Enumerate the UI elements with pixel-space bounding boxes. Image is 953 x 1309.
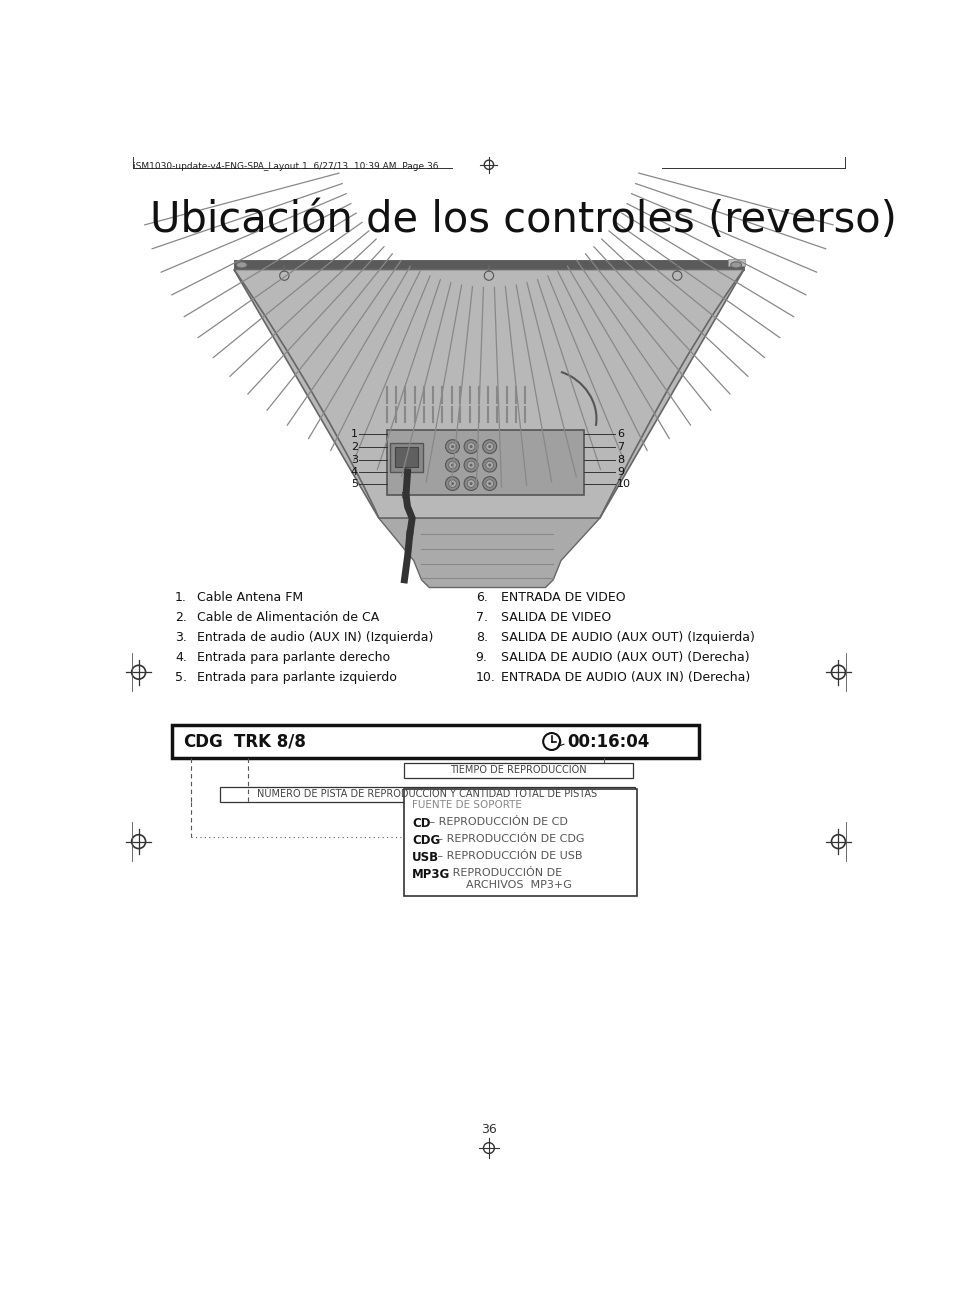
- Bar: [220, 787, 634, 801]
- Circle shape: [469, 463, 472, 466]
- Text: SALIDA DE AUDIO (AUX OUT) (Derecha): SALIDA DE AUDIO (AUX OUT) (Derecha): [500, 652, 748, 665]
- Text: 5.: 5.: [174, 672, 187, 685]
- Text: 6.: 6.: [476, 592, 487, 605]
- Circle shape: [488, 482, 491, 486]
- Text: – REPRODUCCIÓN DE USB: – REPRODUCCIÓN DE USB: [434, 851, 581, 861]
- Text: CDG: CDG: [412, 834, 440, 847]
- Text: SALIDA DE VIDEO: SALIDA DE VIDEO: [500, 611, 610, 624]
- Circle shape: [488, 445, 491, 448]
- Polygon shape: [378, 518, 599, 588]
- Text: – REPRODUCCIÓN DE CDG: – REPRODUCCIÓN DE CDG: [434, 834, 584, 844]
- Circle shape: [831, 835, 844, 848]
- Text: 1: 1: [351, 428, 357, 439]
- Text: 9: 9: [617, 467, 623, 476]
- Bar: [728, 259, 744, 266]
- Text: 00:16:04: 00:16:04: [567, 733, 649, 750]
- Text: – REPRODUCCIÓN DE: – REPRODUCCIÓN DE: [439, 868, 561, 878]
- Circle shape: [451, 463, 454, 466]
- Ellipse shape: [730, 262, 740, 268]
- Circle shape: [485, 479, 493, 487]
- Bar: [404, 763, 633, 778]
- Circle shape: [445, 476, 459, 491]
- Text: USB: USB: [412, 851, 439, 864]
- Text: Cable de Alimentación de CA: Cable de Alimentación de CA: [196, 611, 378, 624]
- Bar: [386, 429, 583, 495]
- Text: 2: 2: [351, 441, 357, 452]
- Circle shape: [451, 482, 454, 486]
- Text: Cable Antena FM: Cable Antena FM: [196, 592, 302, 605]
- Bar: [172, 725, 699, 758]
- Circle shape: [542, 733, 559, 750]
- Circle shape: [445, 458, 459, 473]
- Text: ENTRADA DE VIDEO: ENTRADA DE VIDEO: [500, 592, 624, 605]
- Bar: [404, 789, 637, 895]
- Circle shape: [469, 482, 472, 486]
- Circle shape: [132, 665, 146, 679]
- Text: FUENTE DE SOPORTE: FUENTE DE SOPORTE: [412, 800, 521, 810]
- Text: 1.: 1.: [174, 592, 187, 605]
- Text: NÚMERO DE PISTA DE REPRODUCCIÓN Y CANTIDAD TOTAL DE PISTAS: NÚMERO DE PISTA DE REPRODUCCIÓN Y CANTID…: [257, 789, 597, 800]
- Circle shape: [448, 461, 456, 469]
- Text: 7.: 7.: [476, 611, 487, 624]
- Text: 3.: 3.: [174, 631, 187, 644]
- Text: ENTRADA DE AUDIO (AUX IN) (Derecha): ENTRADA DE AUDIO (AUX IN) (Derecha): [500, 672, 749, 685]
- Text: CD: CD: [412, 817, 430, 830]
- Text: CDG: CDG: [183, 733, 222, 750]
- Bar: [395, 448, 418, 467]
- Circle shape: [485, 442, 493, 450]
- Text: MP3G: MP3G: [412, 868, 450, 881]
- Text: iSM1030-update-v4-ENG-SPA_Layout 1  6/27/13  10:39 AM  Page 36: iSM1030-update-v4-ENG-SPA_Layout 1 6/27/…: [133, 162, 438, 171]
- Text: Entrada para parlante izquierdo: Entrada para parlante izquierdo: [196, 672, 396, 685]
- Ellipse shape: [236, 262, 247, 268]
- Text: 8.: 8.: [476, 631, 487, 644]
- Text: 8: 8: [617, 454, 623, 465]
- Text: 4: 4: [351, 467, 357, 476]
- Circle shape: [448, 442, 456, 450]
- Circle shape: [483, 1143, 494, 1153]
- Text: SALIDA DE AUDIO (AUX OUT) (Izquierda): SALIDA DE AUDIO (AUX OUT) (Izquierda): [500, 631, 754, 644]
- Circle shape: [482, 458, 497, 473]
- Circle shape: [469, 445, 472, 448]
- Circle shape: [831, 665, 844, 679]
- Text: Entrada para parlante derecho: Entrada para parlante derecho: [196, 652, 390, 665]
- Circle shape: [464, 476, 477, 491]
- Text: Entrada de audio (AUX IN) (Izquierda): Entrada de audio (AUX IN) (Izquierda): [196, 631, 433, 644]
- Text: TIEMPO DE REPRODUCCIÓN: TIEMPO DE REPRODUCCIÓN: [450, 766, 586, 775]
- Polygon shape: [233, 260, 743, 270]
- Circle shape: [467, 461, 475, 469]
- Text: TRK 8/8: TRK 8/8: [233, 733, 306, 750]
- Circle shape: [451, 445, 454, 448]
- Text: 3: 3: [351, 454, 357, 465]
- Text: 36: 36: [480, 1123, 497, 1136]
- Text: Ubicación de los controles (reverso): Ubicación de los controles (reverso): [150, 199, 896, 241]
- Circle shape: [467, 442, 475, 450]
- Text: – REPRODUCCIÓN DE CD: – REPRODUCCIÓN DE CD: [426, 817, 567, 827]
- Bar: [390, 442, 422, 473]
- Text: 10: 10: [617, 479, 630, 490]
- Polygon shape: [233, 270, 743, 518]
- Text: 9.: 9.: [476, 652, 487, 665]
- Text: 6: 6: [617, 428, 623, 439]
- Text: ARCHIVOS  MP3+G: ARCHIVOS MP3+G: [466, 880, 572, 890]
- Circle shape: [132, 835, 146, 848]
- Circle shape: [445, 440, 459, 453]
- Text: 2.: 2.: [174, 611, 187, 624]
- Circle shape: [464, 458, 477, 473]
- Circle shape: [464, 440, 477, 453]
- Circle shape: [482, 476, 497, 491]
- Text: 7: 7: [617, 441, 623, 452]
- Circle shape: [485, 461, 493, 469]
- Text: 4.: 4.: [174, 652, 187, 665]
- Text: 10.: 10.: [476, 672, 496, 685]
- Circle shape: [482, 440, 497, 453]
- Circle shape: [467, 479, 475, 487]
- Text: 5: 5: [351, 479, 357, 490]
- Circle shape: [448, 479, 456, 487]
- Circle shape: [488, 463, 491, 466]
